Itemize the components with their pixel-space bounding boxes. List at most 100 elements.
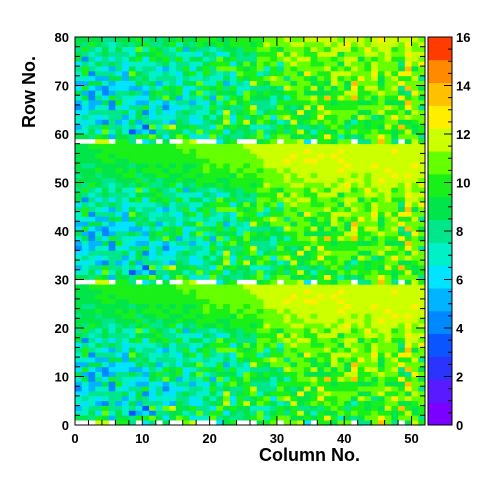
heatmap-cell	[310, 308, 318, 314]
heatmap-cell	[88, 250, 96, 256]
heatmap-cell	[175, 61, 184, 67]
heatmap-cell	[290, 400, 298, 406]
heatmap-cell	[283, 114, 291, 120]
heatmap-cell	[88, 294, 96, 300]
heatmap-cell	[317, 177, 325, 183]
heatmap-cell	[128, 167, 136, 174]
heatmap-cell	[344, 46, 352, 52]
heatmap-cell	[209, 235, 217, 242]
heatmap-cell	[101, 182, 109, 188]
heatmap-cell	[270, 420, 278, 426]
heatmap-cell	[418, 187, 426, 193]
heatmap-cell	[344, 328, 352, 334]
heatmap-cell	[108, 264, 116, 271]
heatmap-cell	[344, 138, 352, 145]
heatmap-cell	[149, 371, 157, 377]
heatmap-cell	[404, 381, 412, 387]
heatmap-cell	[108, 357, 116, 363]
heatmap-cell	[350, 361, 359, 368]
heatmap-cell	[81, 240, 89, 246]
heatmap-cell	[303, 415, 311, 421]
heatmap-cell	[256, 410, 264, 416]
heatmap-cell	[223, 231, 231, 237]
heatmap-cell	[324, 332, 332, 339]
heatmap-cell	[364, 318, 372, 324]
heatmap-cell	[290, 163, 298, 169]
heatmap-cell	[344, 264, 352, 271]
heatmap-cell	[189, 197, 197, 203]
heatmap-cell	[122, 177, 130, 183]
heatmap-cell	[229, 303, 237, 309]
heatmap-cell	[169, 46, 177, 52]
heatmap-cell	[189, 138, 197, 145]
heatmap-cell	[256, 323, 264, 329]
heatmap-cell	[182, 75, 190, 81]
heatmap-cell	[155, 250, 163, 256]
heatmap-cell	[377, 90, 385, 96]
heatmap-cell	[142, 294, 150, 300]
heatmap-cell	[290, 328, 298, 334]
heatmap-cell	[243, 255, 251, 261]
heatmap-cell	[418, 75, 426, 81]
heatmap-cell	[75, 221, 83, 227]
heatmap-cell	[155, 100, 163, 106]
heatmap-cell	[175, 109, 184, 115]
heatmap-cell	[411, 386, 419, 392]
heatmap-cell	[88, 182, 96, 188]
heatmap-cell	[350, 381, 359, 387]
heatmap-cell	[236, 129, 244, 135]
heatmap-cell	[216, 61, 224, 67]
heatmap-cell	[324, 138, 332, 145]
heatmap-cell	[377, 303, 385, 309]
heatmap-cell	[377, 332, 385, 339]
heatmap-cell	[404, 75, 412, 81]
heatmap-cell	[276, 158, 284, 164]
heatmap-cell	[155, 260, 163, 266]
heatmap-cell	[128, 386, 136, 392]
heatmap-cell	[162, 206, 170, 212]
heatmap-cell	[344, 313, 352, 319]
heatmap-cell	[256, 308, 264, 314]
heatmap-cell	[95, 395, 103, 402]
heatmap-cell	[88, 245, 96, 251]
heatmap-cell	[162, 361, 170, 368]
heatmap-cell	[189, 41, 197, 48]
heatmap-cell	[297, 274, 305, 280]
heatmap-cell	[357, 289, 365, 295]
heatmap-cell	[337, 46, 345, 52]
heatmap-cell	[182, 70, 190, 77]
heatmap-cell	[310, 90, 318, 96]
heatmap-cell	[115, 41, 123, 48]
heatmap-cell	[317, 245, 325, 251]
heatmap-cell	[149, 51, 157, 57]
heatmap-cell	[391, 371, 399, 377]
heatmap-cell	[243, 381, 251, 387]
heatmap-cell	[384, 56, 392, 62]
heatmap-cell	[216, 37, 224, 43]
heatmap-cell	[250, 119, 258, 125]
color-scale-band	[428, 37, 452, 61]
heatmap-cell	[324, 134, 332, 140]
heatmap-cell	[283, 395, 291, 402]
heatmap-cell	[270, 313, 278, 319]
heatmap-cell	[108, 148, 116, 154]
heatmap-cell	[196, 197, 204, 203]
heatmap-cell	[263, 37, 271, 43]
heatmap-cell	[276, 308, 284, 314]
heatmap-cell	[243, 167, 251, 174]
heatmap-cell	[75, 143, 83, 149]
heatmap-cell	[411, 318, 419, 324]
heatmap-cell	[371, 163, 379, 169]
heatmap-cell	[149, 255, 157, 261]
heatmap-cell	[344, 66, 352, 72]
heatmap-cell	[175, 332, 184, 339]
heatmap-cell	[216, 124, 224, 130]
heatmap-cell	[364, 391, 372, 397]
heatmap-cell	[418, 66, 426, 72]
heatmap-cell	[404, 352, 412, 358]
heatmap-cell	[229, 46, 237, 52]
heatmap-cell	[411, 192, 419, 198]
heatmap-cell	[202, 143, 210, 149]
heatmap-cell	[155, 318, 163, 324]
heatmap-cell	[297, 347, 305, 353]
